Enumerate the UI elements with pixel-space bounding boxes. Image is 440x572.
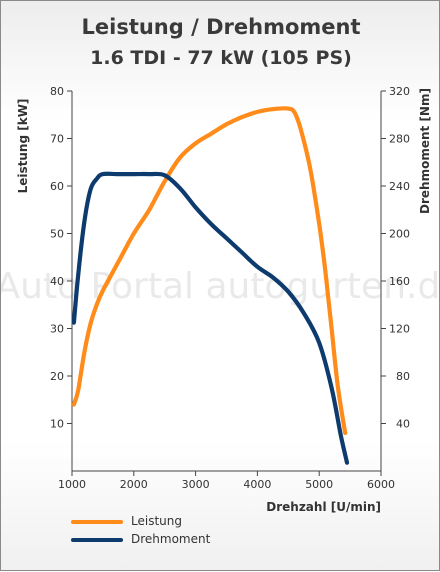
y-left-tick-label: 10 — [50, 418, 64, 431]
y-axis-left-label: Leistung [kW] — [16, 99, 30, 194]
y-left-tick-label: 50 — [50, 228, 64, 241]
x-tick-label: 1000 — [58, 478, 86, 491]
axis-ticks: 1000 2000 3000 4000 5000 6000 10 20 30 40 50 60 70 80… — [50, 85, 410, 491]
y-left-tick-label: 30 — [50, 323, 64, 336]
legend-swatch-leistung — [71, 520, 123, 524]
y-right-tick-label: 160 — [389, 275, 410, 288]
y-left-tick-label: 80 — [50, 85, 64, 98]
legend-label-drehmoment: Drehmoment — [131, 532, 211, 546]
y-right-tick-label: 320 — [389, 85, 410, 98]
y-right-tick-label: 40 — [396, 418, 410, 431]
y-right-tick-label: 120 — [389, 323, 410, 336]
x-tick-label: 3000 — [182, 478, 210, 491]
series-line-leistung — [71, 106, 348, 436]
series-line-drehmoment — [71, 171, 350, 465]
legend-swatch-drehmoment — [71, 538, 123, 542]
chart-title: Leistung / Drehmoment — [81, 15, 361, 39]
x-tick-label: 6000 — [367, 478, 395, 491]
y-left-tick-label: 60 — [50, 180, 64, 193]
x-tick-label: 5000 — [305, 478, 333, 491]
legend-label-leistung: Leistung — [131, 514, 182, 528]
y-axis-right-label: Drehmoment [Nm] — [418, 88, 432, 214]
y-right-tick-label: 240 — [389, 180, 410, 193]
x-axis-label: Drehzahl [U/min] — [266, 500, 381, 514]
y-right-tick-label: 280 — [389, 133, 410, 146]
y-left-tick-label: 20 — [50, 370, 64, 383]
x-tick-label: 2000 — [120, 478, 148, 491]
watermark-text: Auto Portal autogurten.de — [1, 266, 440, 307]
y-left-tick-label: 70 — [50, 133, 64, 146]
y-left-tick-label: 40 — [50, 275, 64, 288]
series-layer — [71, 106, 350, 465]
chart-subtitle: 1.6 TDI - 77 kW (105 PS) — [90, 47, 352, 69]
x-tick-label: 4000 — [243, 478, 271, 491]
y-right-tick-label: 200 — [389, 228, 410, 241]
y-right-tick-label: 80 — [396, 370, 410, 383]
watermark: Auto Portal autogurten.de — [1, 266, 440, 307]
